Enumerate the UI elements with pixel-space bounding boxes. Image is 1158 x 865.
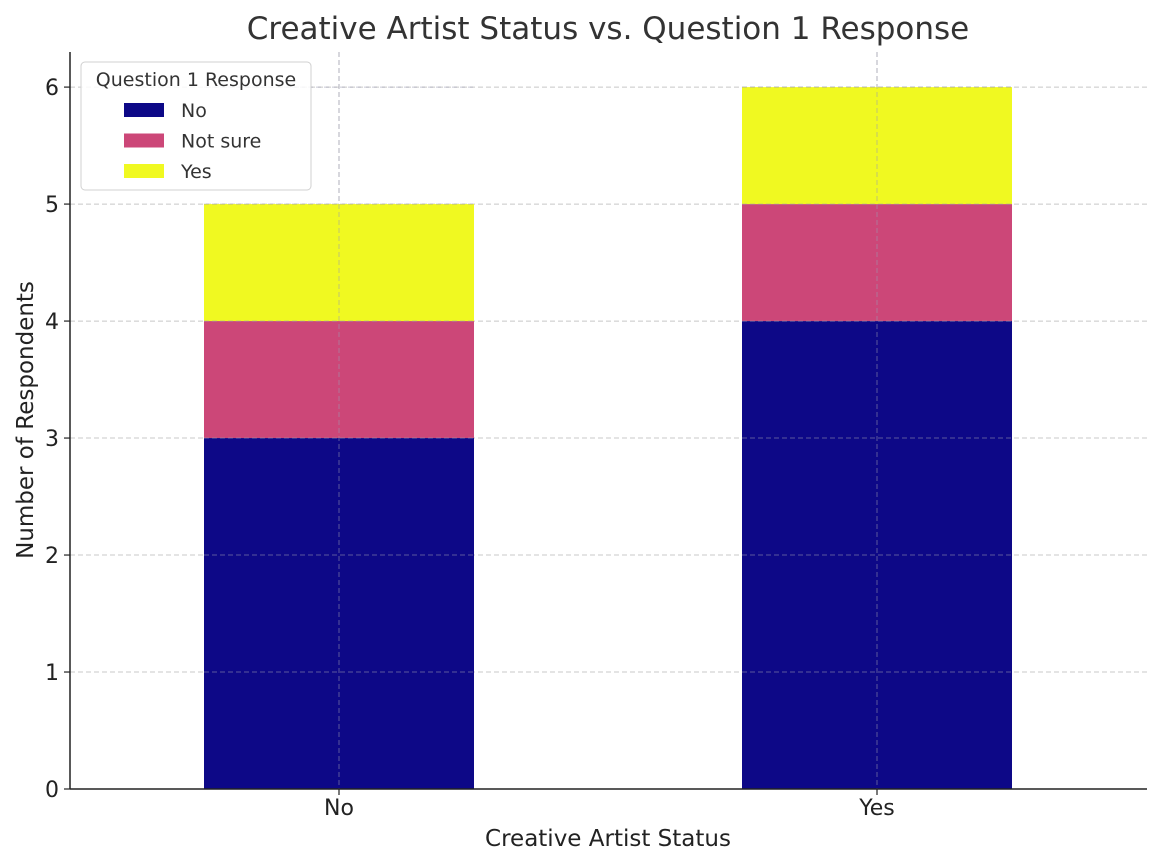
y-tick-label: 0 (45, 778, 59, 803)
x-axis-label: Creative Artist Status (485, 826, 731, 852)
legend-frame (80, 61, 312, 191)
legend-entry: Not sure (181, 131, 261, 153)
y-tick-label: 5 (45, 193, 59, 218)
legend-swatch (124, 103, 164, 117)
y-axis-label: Number of Respondents (13, 281, 39, 559)
legend-entry: No (181, 100, 207, 122)
bars (204, 52, 1012, 790)
axes (69, 52, 1147, 790)
y-tick-label: 2 (45, 544, 59, 569)
legend-swatch (124, 133, 164, 148)
y-tick-label: 6 (45, 76, 59, 101)
legend-title: Question 1 Response (96, 69, 296, 91)
chart-title: Creative Artist Status vs. Question 1 Re… (247, 11, 970, 47)
x-tick-label: Yes (858, 796, 895, 821)
y-tick-label: 3 (45, 427, 59, 452)
x-ticks: No Yes (324, 789, 895, 821)
y-tick-label: 4 (45, 310, 59, 335)
y-ticks: 0 1 2 3 4 5 6 (45, 76, 70, 803)
legend-entry: Yes (180, 161, 212, 183)
y-tick-label: 1 (45, 661, 59, 686)
legend: Question 1 Response No Not sure Yes (80, 61, 312, 191)
x-tick-label: No (324, 796, 354, 821)
legend-items: No Not sure Yes (124, 100, 261, 183)
legend-swatch (124, 164, 164, 178)
